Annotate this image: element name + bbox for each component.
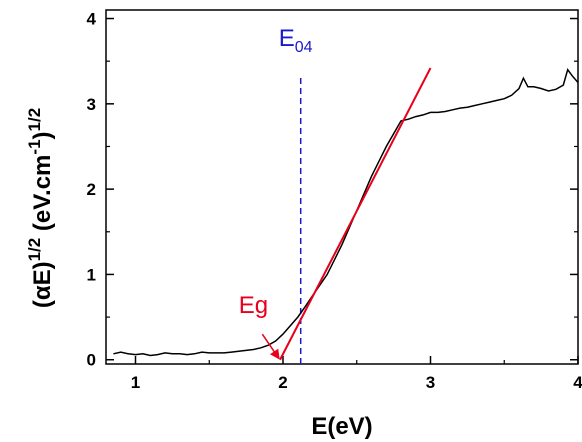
e04-label-main: E [279, 25, 295, 52]
y-title-close: ) [29, 131, 56, 139]
y-title-e: E) [29, 261, 56, 285]
x-axis-ticks: 1 2 3 4 [131, 356, 582, 392]
y-axis-title: (αE)1/2 (eV.cm-1)1/2 [25, 108, 56, 308]
y-tick-label: 3 [87, 95, 96, 114]
x-axis-title: E(eV) [311, 413, 372, 440]
y-tick-label: 2 [87, 180, 96, 199]
e04-label: E04 [279, 25, 313, 56]
y-tick-label: 0 [87, 351, 96, 370]
y-title-alpha: α [29, 285, 56, 300]
series-line-fit [279, 67, 432, 361]
plot-frame [105, 9, 579, 365]
eg-label: Eg [239, 292, 268, 319]
x-tick-label: 3 [426, 373, 435, 392]
e04-label-sub: 04 [295, 39, 313, 56]
x-tick-label: 4 [573, 373, 582, 392]
y-tick-label: 1 [87, 265, 96, 284]
x-tick-label: 2 [278, 373, 287, 392]
x-tick-label: 1 [131, 373, 140, 392]
y-title-units: (eV.cm [29, 155, 56, 238]
y-title-sup3: 1/2 [25, 108, 44, 132]
y-axis-ticks: 0 1 2 3 4 [87, 10, 578, 370]
series-line-data [113, 68, 579, 357]
y-title-paren: ( [29, 300, 56, 308]
y-title-sup1: 1/2 [25, 238, 44, 262]
eg-arrow [261, 333, 280, 360]
y-title-sup2: -1 [25, 139, 44, 154]
y-tick-label: 4 [87, 10, 97, 29]
